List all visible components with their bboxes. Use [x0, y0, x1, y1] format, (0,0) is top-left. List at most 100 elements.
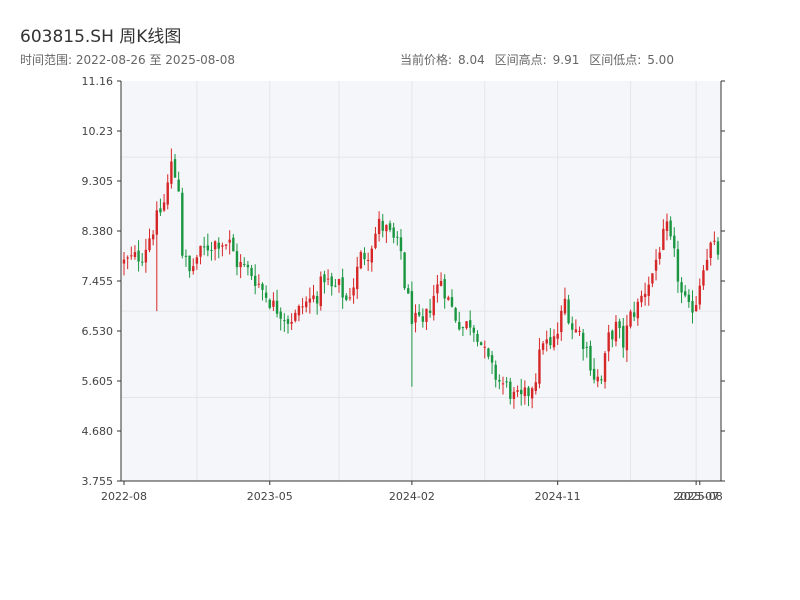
date-range-separator: 至	[149, 53, 162, 67]
candle-body	[603, 353, 607, 382]
candle-body	[377, 218, 381, 235]
y-tick-label: 10.23	[82, 125, 114, 138]
candle-body	[556, 333, 559, 339]
chart-title: 603815.SH 周K线图	[20, 27, 182, 47]
candle-body	[137, 250, 140, 262]
candle-body	[643, 293, 647, 298]
plot-background	[121, 81, 721, 481]
candle-body	[636, 301, 640, 319]
candle-body	[275, 300, 279, 314]
candle-body	[669, 220, 672, 237]
candle-body	[297, 306, 301, 316]
current-price-label: 当前价格:	[400, 53, 453, 67]
x-tick-label: 2025-07	[673, 490, 719, 503]
x-tick-label: 2024-02	[389, 490, 435, 503]
candle-body	[552, 336, 556, 348]
candle-body	[359, 252, 363, 269]
candle-body	[694, 304, 698, 312]
candle-body	[479, 342, 483, 345]
candle-body	[323, 274, 326, 283]
candle-body	[673, 235, 676, 249]
candle-body	[487, 348, 490, 357]
candle-body	[246, 264, 250, 268]
candle-body	[162, 202, 166, 211]
candle-body	[611, 330, 614, 340]
candle-body	[319, 276, 322, 307]
y-tick-label: 5.605	[82, 375, 114, 388]
candle-body	[549, 337, 552, 346]
candle-body	[439, 280, 443, 286]
candle-body	[501, 383, 505, 385]
candle-body	[159, 208, 162, 213]
y-tick-label: 7.455	[82, 275, 114, 288]
candle-body	[629, 311, 632, 327]
candle-body	[184, 255, 188, 257]
candle-body	[691, 301, 694, 313]
candle-body	[454, 307, 457, 321]
candle-body	[399, 237, 403, 252]
candle-body	[676, 249, 680, 282]
candle-body	[585, 346, 589, 348]
candle-body	[520, 389, 523, 395]
candle-body	[625, 325, 629, 351]
candle-body	[581, 332, 585, 349]
candle-body	[483, 346, 486, 348]
range-low-label: 区间低点:	[589, 53, 642, 67]
candle-body	[622, 325, 625, 348]
candle-body	[461, 327, 465, 329]
candle-body	[472, 327, 476, 333]
date-range-end: 2025-08-08	[165, 53, 236, 67]
candle-body	[705, 259, 709, 271]
candle-body	[221, 245, 224, 247]
candle-body	[337, 279, 341, 285]
candle-body	[392, 227, 395, 238]
candle-body	[596, 376, 599, 382]
candle-body	[170, 161, 173, 184]
candle-body	[224, 244, 228, 246]
candle-body	[618, 321, 621, 329]
y-tick-label: 8.380	[82, 225, 114, 238]
candle-body	[348, 297, 352, 299]
candle-body	[600, 379, 603, 381]
candle-body	[352, 287, 355, 296]
candle-body	[709, 242, 712, 258]
candle-body	[374, 233, 377, 248]
candle-body	[592, 368, 596, 380]
candle-body	[527, 387, 530, 397]
x-tick-label: 2025-08	[677, 490, 723, 503]
candle-body	[560, 310, 563, 333]
range-low-value: 5.00	[647, 53, 674, 67]
candle-body	[410, 291, 414, 325]
y-tick-label: 4.680	[82, 425, 114, 438]
candle-body	[330, 276, 333, 287]
range-high-value: 9.91	[552, 53, 580, 67]
candle-body	[345, 295, 348, 300]
candle-body	[702, 270, 705, 286]
candle-body	[654, 259, 658, 271]
candle-body	[155, 210, 158, 235]
candle-body	[122, 259, 126, 264]
price-stats-info: 当前价格: 8.04 区间高点: 9.91 区间低点: 5.00	[400, 51, 680, 68]
candle-body	[403, 252, 406, 289]
candle-body	[680, 282, 683, 293]
candle-body	[272, 300, 275, 307]
x-tick-label: 2022-08	[101, 490, 147, 503]
candle-body	[341, 277, 344, 298]
candle-body	[370, 248, 374, 263]
candle-body	[614, 321, 618, 342]
candle-body	[261, 283, 264, 290]
candle-body	[286, 319, 290, 324]
candle-body	[647, 284, 650, 296]
date-range-start: 2022-08-26	[75, 53, 146, 67]
candle-body	[305, 301, 308, 308]
candle-body	[188, 255, 191, 272]
candle-body	[264, 292, 268, 298]
candle-body	[698, 285, 701, 305]
x-tick-label: 2024-11	[535, 490, 581, 503]
candle-body	[509, 381, 512, 399]
candle-body	[417, 312, 421, 316]
candle-body	[217, 242, 220, 249]
date-range-info: 时间范围: 2022-08-26 至 2025-08-08	[20, 51, 235, 68]
candle-body	[640, 295, 643, 303]
